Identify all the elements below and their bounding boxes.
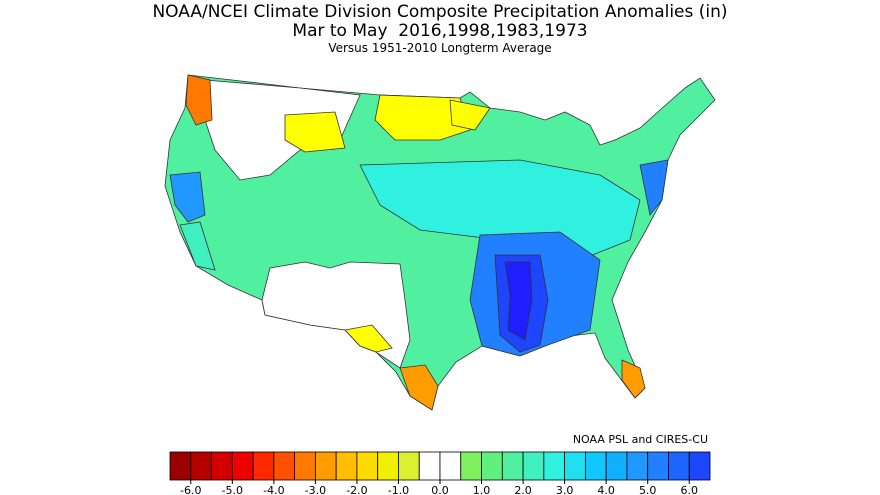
region (449, 99, 491, 131)
colorbar-box (231, 451, 254, 481)
colorbar-box (439, 451, 462, 481)
colorbar-box (522, 451, 545, 481)
colorbar-box (273, 451, 296, 481)
colorbar-box (314, 451, 337, 481)
tick-label: 4.0 (597, 484, 615, 495)
tick-label: -3.0 (305, 484, 326, 495)
subtitle: Mar to May 2016,1998,1983,1973 (292, 21, 587, 41)
colorbar: -6.0 -5.0 -4.0 -3.0 -2.0 -1.0 0.0 1.0 2.0 3.0 4.0 5… (169, 451, 711, 495)
tick-label: -6.0 (180, 484, 201, 495)
colorbar-box (356, 451, 379, 481)
region (374, 94, 471, 141)
colorbar-box (252, 451, 275, 481)
title: NOAA/NCEI Climate Division Composite Pre… (152, 2, 727, 22)
colorbar-box (335, 451, 358, 481)
region (639, 159, 669, 216)
region (169, 171, 206, 223)
colorbar-box (626, 451, 649, 481)
tick-label: -4.0 (263, 484, 284, 495)
tick-label: -1.0 (388, 484, 409, 495)
region (344, 324, 393, 353)
colorbar-box (460, 451, 482, 481)
colorbar-box (398, 451, 420, 481)
tick-label: 1.0 (473, 484, 491, 495)
colorbar-box (584, 451, 607, 481)
credit: NOAA PSL and CIRES-CU (573, 433, 708, 446)
tick-label: 3.0 (556, 484, 574, 495)
colorbar-box (647, 451, 669, 481)
region (399, 364, 439, 411)
colorbar-box (294, 451, 316, 481)
tick-label: 5.0 (639, 484, 657, 495)
colorbar-box (418, 451, 441, 481)
region (179, 221, 216, 271)
us-map (164, 74, 716, 411)
region (261, 261, 411, 369)
colorbar-box (211, 451, 233, 481)
tick-label: 6.0 (680, 484, 698, 495)
region (621, 359, 646, 399)
colorbar-box (481, 451, 503, 481)
region (284, 111, 346, 153)
tick-label: 0.0 (431, 484, 449, 495)
colorbar-box (688, 451, 711, 481)
colorbar-box (564, 451, 586, 481)
note: Versus 1951-2010 Longterm Average (328, 41, 551, 55)
region (504, 261, 533, 341)
colorbar-box (668, 451, 690, 481)
colorbar-box (605, 451, 628, 481)
colorbar-box (501, 451, 524, 481)
region (204, 79, 361, 181)
tick-label: -2.0 (346, 484, 367, 495)
tick-label: 2.0 (514, 484, 532, 495)
colorbar-box (543, 451, 566, 481)
colorbar-box (377, 451, 399, 481)
tick-label: -5.0 (222, 484, 243, 495)
colorbar-box (190, 451, 212, 481)
region (185, 74, 213, 126)
region (359, 159, 641, 261)
colorbar-box (169, 451, 192, 481)
